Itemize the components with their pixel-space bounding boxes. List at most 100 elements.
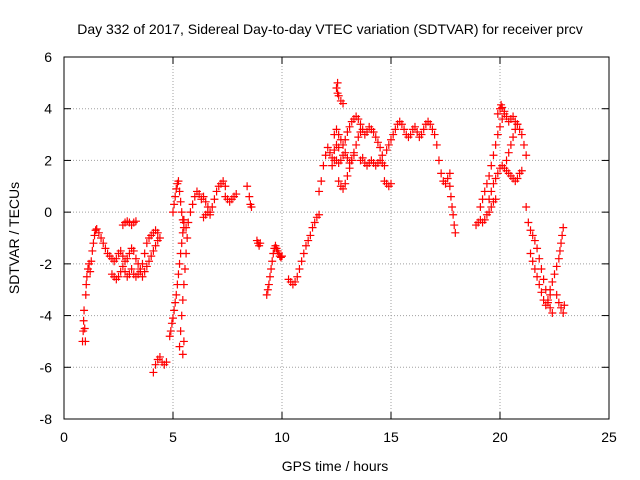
x-tick-label: 0 bbox=[60, 429, 68, 445]
data-point bbox=[333, 78, 342, 87]
data-point bbox=[149, 246, 158, 255]
data-point bbox=[380, 161, 389, 170]
data-point bbox=[171, 192, 180, 201]
data-point bbox=[358, 153, 367, 162]
data-point bbox=[297, 257, 306, 266]
data-point bbox=[354, 133, 363, 142]
data-point bbox=[332, 84, 341, 93]
data-point bbox=[178, 350, 187, 359]
data-point bbox=[94, 228, 103, 237]
data-point bbox=[310, 218, 319, 227]
data-point bbox=[167, 319, 176, 328]
data-point bbox=[496, 122, 504, 131]
data-point bbox=[430, 130, 439, 139]
data-point bbox=[256, 239, 265, 248]
data-point bbox=[206, 210, 215, 219]
data-point bbox=[172, 290, 181, 299]
data-point bbox=[295, 265, 304, 274]
data-point bbox=[321, 151, 330, 160]
data-point bbox=[166, 327, 175, 336]
data-point bbox=[184, 218, 193, 227]
data-point bbox=[86, 267, 95, 276]
data-point bbox=[450, 221, 459, 230]
data-point bbox=[522, 151, 531, 160]
y-tick-label: -2 bbox=[40, 256, 53, 272]
data-point bbox=[332, 125, 341, 134]
data-point bbox=[262, 290, 271, 299]
data-point bbox=[175, 187, 184, 196]
data-point bbox=[268, 257, 277, 266]
data-point bbox=[178, 296, 187, 305]
data-point bbox=[82, 272, 91, 281]
data-point bbox=[434, 156, 443, 165]
data-point bbox=[315, 210, 324, 219]
data-point bbox=[179, 337, 188, 346]
data-point bbox=[176, 197, 185, 206]
data-point bbox=[428, 125, 437, 134]
data-point bbox=[174, 177, 183, 186]
data-point bbox=[369, 127, 378, 136]
data-point bbox=[519, 140, 528, 149]
data-point bbox=[190, 192, 199, 201]
data-point bbox=[336, 156, 345, 165]
plot-border bbox=[63, 56, 610, 420]
data-point bbox=[182, 249, 191, 258]
data-point bbox=[151, 241, 160, 250]
data-point bbox=[243, 182, 252, 191]
data-point bbox=[266, 272, 275, 281]
data-point bbox=[112, 254, 121, 263]
data-point bbox=[419, 125, 428, 134]
data-point bbox=[526, 226, 535, 235]
data-point bbox=[118, 252, 127, 261]
data-point bbox=[339, 140, 348, 149]
data-point bbox=[334, 177, 343, 186]
data-point bbox=[387, 135, 395, 144]
data-point bbox=[513, 174, 522, 183]
data-point bbox=[533, 272, 542, 281]
data-point bbox=[554, 254, 563, 263]
data-point bbox=[382, 146, 391, 155]
data-point bbox=[99, 239, 108, 248]
data-point bbox=[149, 368, 158, 377]
data-point bbox=[432, 140, 441, 149]
data-point bbox=[426, 120, 435, 129]
data-point bbox=[485, 171, 494, 180]
data-point bbox=[178, 228, 187, 237]
data-point bbox=[487, 202, 496, 211]
data-point bbox=[90, 231, 99, 240]
data-point bbox=[552, 262, 561, 271]
data-point bbox=[522, 202, 531, 211]
x-tick-label: 20 bbox=[492, 429, 508, 445]
data-point bbox=[162, 358, 171, 367]
data-point bbox=[221, 182, 230, 191]
data-point bbox=[487, 161, 496, 170]
data-point bbox=[389, 130, 398, 139]
data-point bbox=[487, 187, 496, 196]
data-point bbox=[345, 164, 354, 173]
axes bbox=[63, 56, 610, 420]
data-point bbox=[267, 265, 276, 274]
data-point bbox=[142, 262, 151, 271]
data-point bbox=[400, 125, 409, 134]
data-point bbox=[334, 143, 343, 152]
data-point bbox=[188, 200, 197, 209]
data-point bbox=[334, 130, 343, 139]
data-point bbox=[443, 174, 452, 183]
data-point bbox=[175, 342, 184, 351]
y-tick-label: -4 bbox=[40, 308, 53, 324]
data-point bbox=[101, 244, 110, 253]
data-point bbox=[476, 202, 485, 211]
data-point bbox=[356, 120, 365, 129]
grid-lines bbox=[64, 57, 609, 419]
data-point bbox=[315, 187, 324, 196]
data-point bbox=[208, 202, 217, 211]
data-point bbox=[183, 234, 192, 242]
data-point bbox=[500, 107, 509, 116]
data-point bbox=[145, 257, 154, 266]
data-point bbox=[555, 246, 564, 255]
y-tick-label: 6 bbox=[44, 49, 52, 65]
data-point bbox=[170, 200, 179, 209]
data-point bbox=[177, 239, 186, 248]
